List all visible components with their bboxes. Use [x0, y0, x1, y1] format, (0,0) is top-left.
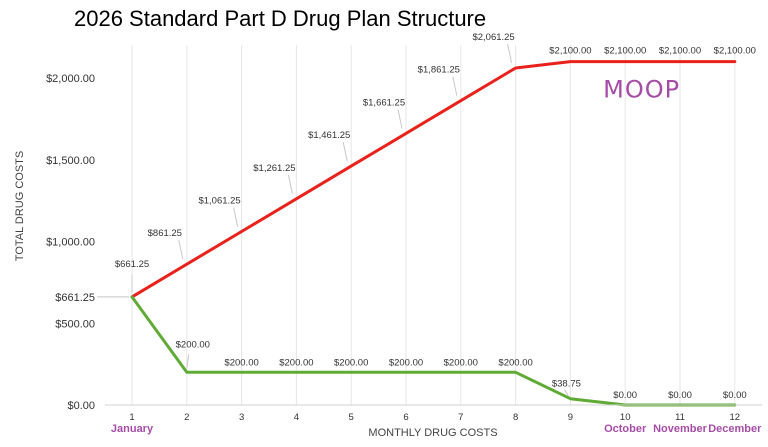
x-tick-label: 10: [620, 412, 631, 423]
series-line-1: [130, 60, 737, 299]
label-leader: [397, 109, 403, 129]
x-tick-label: 9: [568, 412, 573, 423]
x-tick-label: 7: [458, 412, 463, 423]
data-label: $2,100.00: [659, 46, 701, 57]
x-tick-label: 5: [349, 412, 354, 423]
data-label: $38.75: [552, 379, 581, 390]
data-label: $200.00: [498, 357, 532, 368]
month-label: November: [653, 423, 708, 435]
grid-lines: [131, 45, 736, 405]
label-leader-lines: [97, 43, 569, 396]
data-label: $200.00: [444, 357, 478, 368]
label-leader: [507, 43, 513, 64]
y-tick-label: $661.25: [55, 292, 95, 304]
data-label: $200.00: [176, 339, 210, 350]
x-tick-label: 12: [730, 412, 741, 423]
x-tick-label: 1: [129, 412, 134, 423]
y-axis-title: TOTAL DRUG COSTS: [14, 151, 26, 261]
label-leader: [186, 354, 190, 369]
moop-annotation: MOOP: [603, 75, 680, 103]
y-tick-label: $500.00: [55, 318, 95, 330]
month-label: December: [708, 423, 762, 435]
data-label: $200.00: [334, 357, 368, 368]
x-axis-title: MONTHLY DRUG COSTS: [368, 427, 497, 439]
data-label: $1,061.25: [198, 195, 240, 206]
chart-title: 2026 Standard Part D Drug Plan Structure: [74, 6, 487, 31]
data-label: $200.00: [224, 357, 258, 368]
axes: $0.00 $500.00 $661.25 $1,000.00 $1,500.00 $2,…: [46, 73, 762, 435]
data-labels: $661.25 $861.25 $1,061.25 $1,261.25 $1,461.2…: [115, 32, 756, 401]
data-label: $2,100.00: [714, 46, 756, 57]
data-label: $661.25: [115, 259, 149, 270]
data-label: $1,461.25: [308, 130, 350, 141]
label-leader: [452, 76, 458, 96]
data-label: $200.00: [279, 357, 313, 368]
data-label: $1,661.25: [363, 97, 405, 108]
data-label: $1,261.25: [253, 163, 295, 174]
x-tick-label: 4: [294, 412, 299, 423]
x-tick-label: 2: [184, 412, 189, 423]
x-tick-label: 8: [513, 412, 518, 423]
month-label: January: [111, 423, 154, 435]
y-tick-label: $1,000.00: [46, 237, 95, 249]
y-tick-label: $1,500.00: [46, 155, 95, 167]
label-leader: [178, 240, 184, 260]
data-label: $0.00: [613, 390, 637, 401]
data-label: $2,100.00: [604, 46, 646, 57]
x-tick-label: 11: [675, 412, 685, 423]
data-label: $2,100.00: [549, 46, 591, 57]
series-lines: [130, 60, 737, 407]
month-label: October: [604, 423, 647, 435]
y-tick-label: $0.00: [67, 400, 95, 412]
data-label: $200.00: [389, 357, 423, 368]
data-label: $1,861.25: [418, 65, 460, 76]
label-leader: [563, 389, 569, 396]
series-line-2: [130, 295, 737, 407]
data-label: $861.25: [148, 228, 182, 239]
label-leader: [287, 174, 293, 194]
x-tick-label: 6: [403, 412, 408, 423]
x-tick-label: 3: [239, 412, 244, 423]
y-tick-label: $2,000.00: [46, 73, 95, 85]
label-leader: [233, 207, 239, 227]
data-label: $2,061.25: [472, 32, 514, 43]
data-label: $0.00: [668, 390, 692, 401]
label-leader: [342, 141, 348, 162]
data-label: $0.00: [723, 390, 747, 401]
